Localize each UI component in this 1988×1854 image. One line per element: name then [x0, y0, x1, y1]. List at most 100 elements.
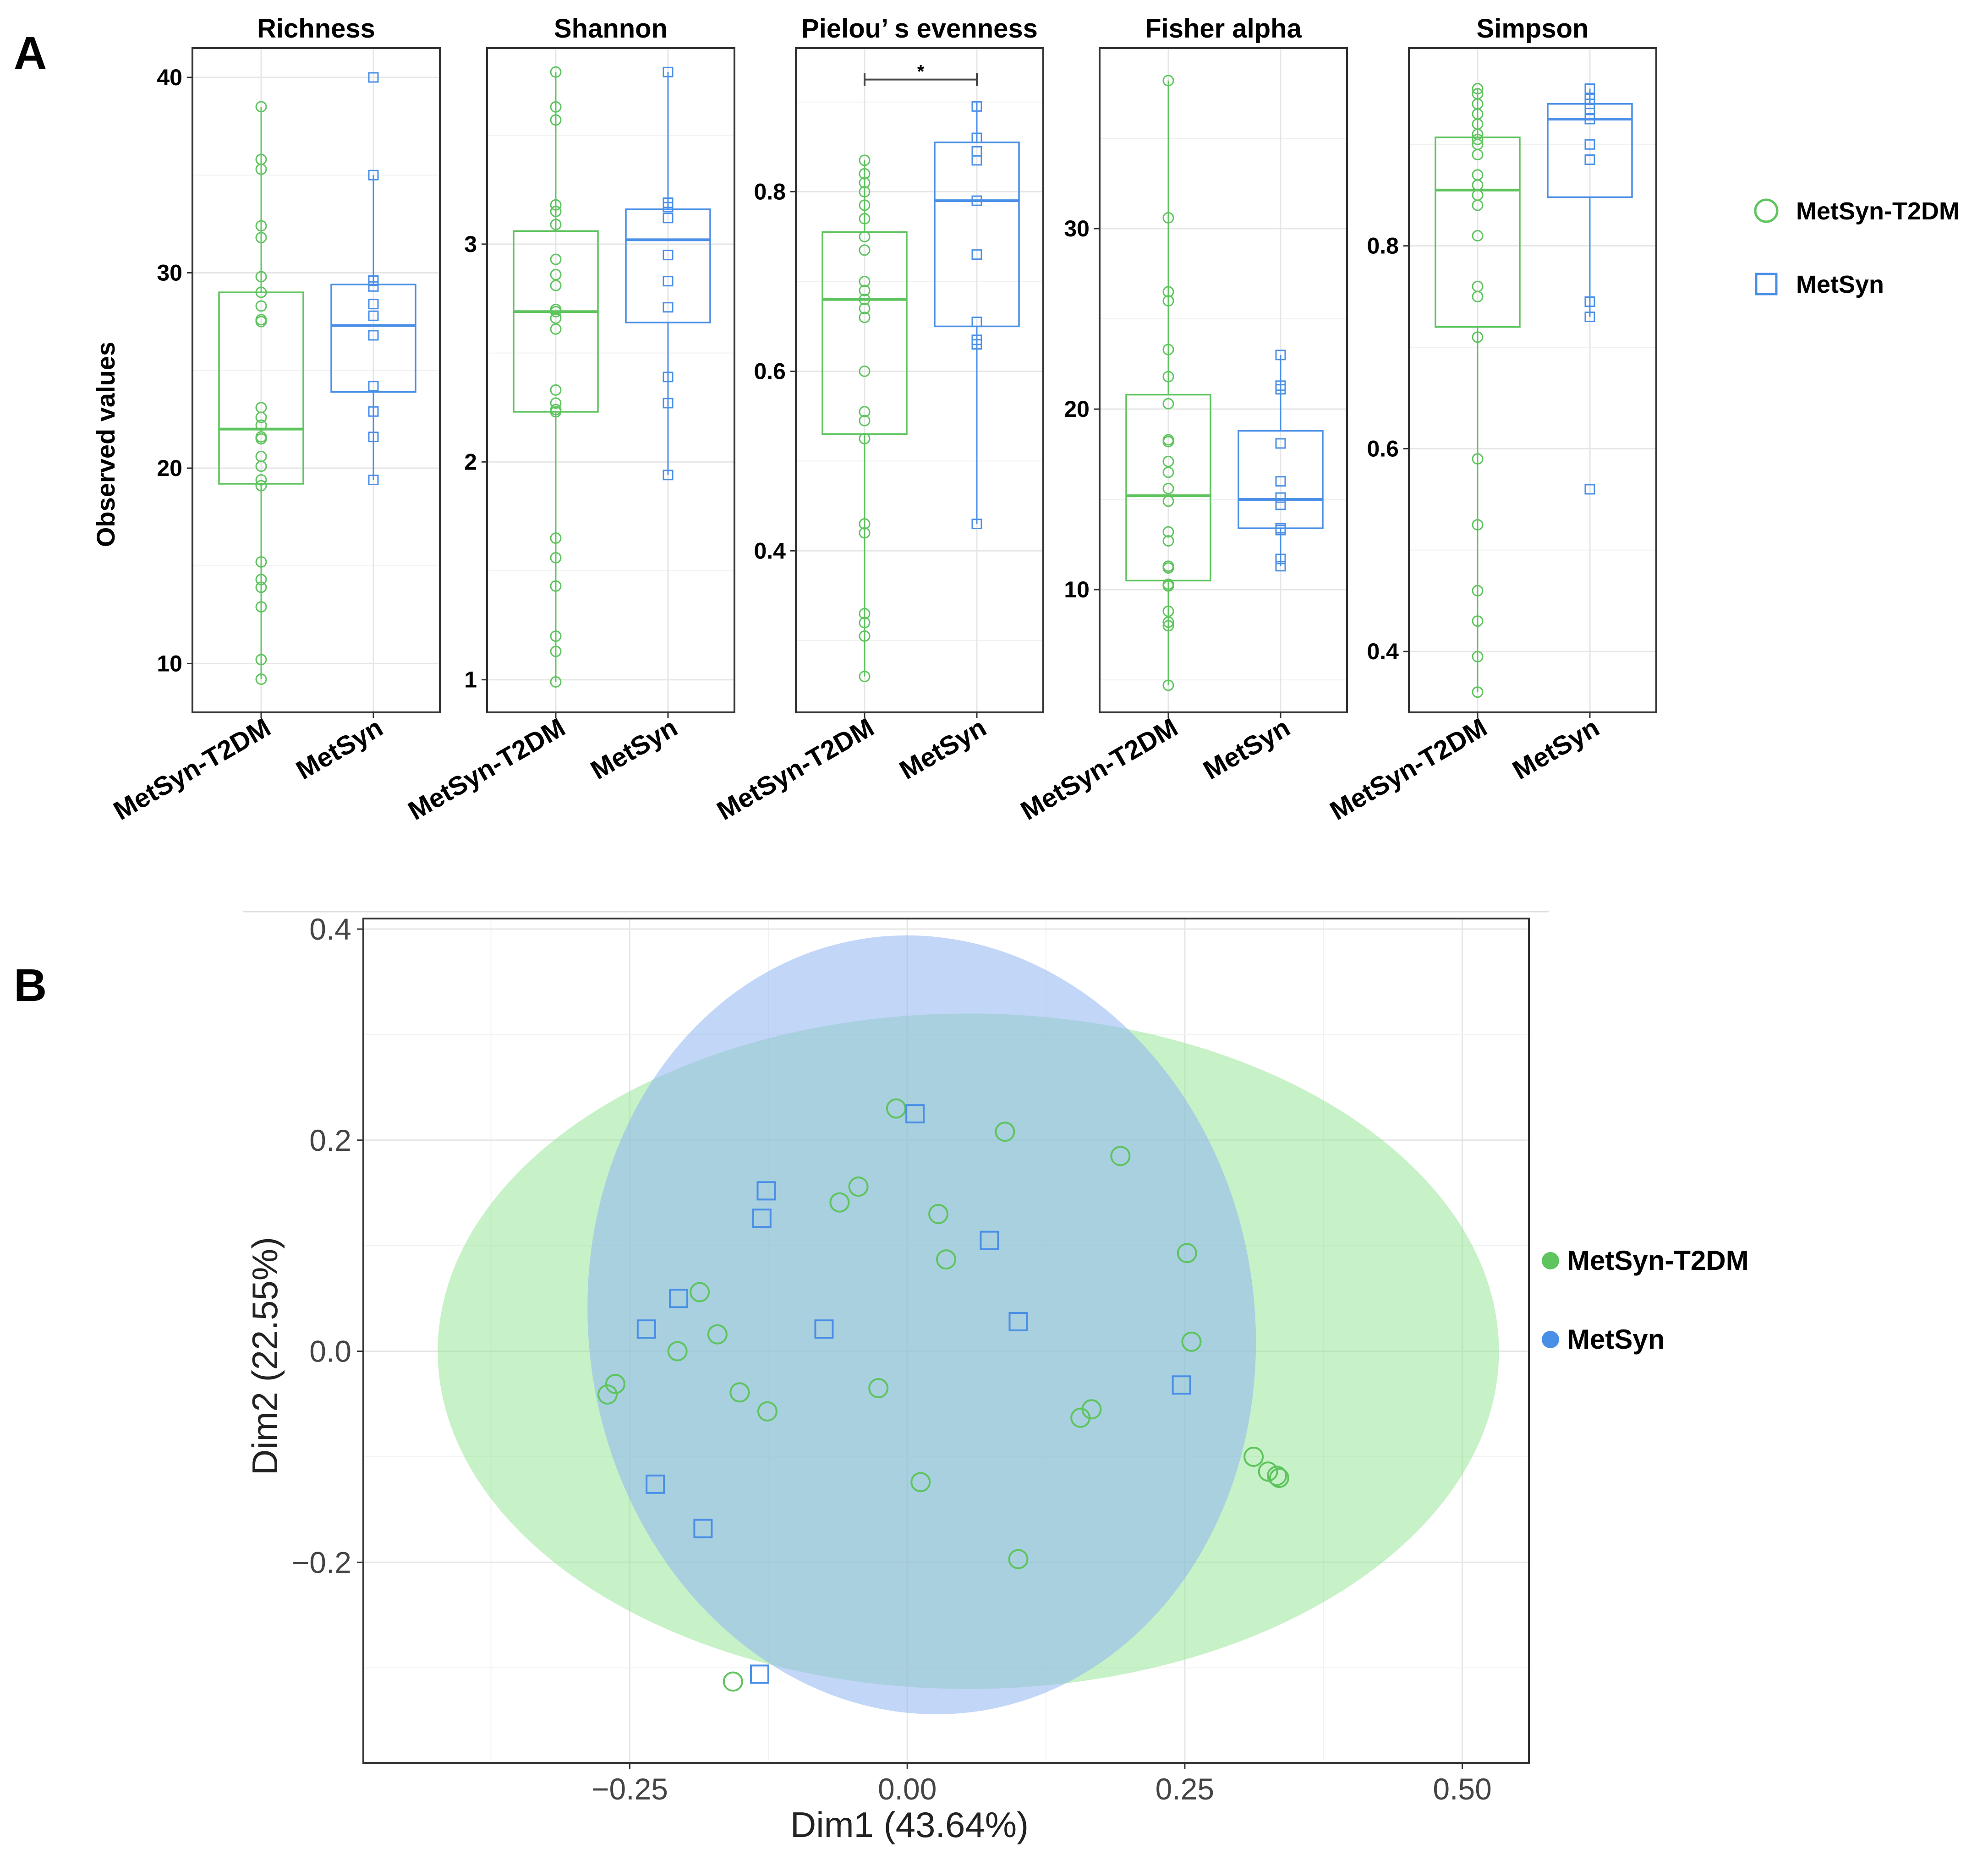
y-tick-label: 30	[157, 260, 182, 285]
panel-a-letter: A	[14, 27, 47, 79]
data-point	[368, 72, 379, 83]
data-point	[255, 480, 267, 492]
data-point	[663, 372, 674, 383]
data-point	[550, 199, 562, 211]
data-point	[1162, 295, 1174, 307]
legend-label: MetSyn-T2DM	[1567, 1245, 1749, 1276]
data-point	[368, 170, 379, 180]
pca-point-metsyn	[905, 1104, 925, 1124]
pca-point-metsyn-t2dm	[868, 1378, 889, 1399]
data-point	[1472, 585, 1484, 596]
data-point	[255, 316, 267, 328]
data-point	[550, 645, 562, 657]
pca-point-metsyn	[1008, 1312, 1028, 1332]
data-point	[1584, 114, 1595, 125]
data-point	[255, 300, 267, 312]
pca-point-metsyn	[752, 1209, 772, 1228]
data-point	[550, 323, 562, 335]
data-point	[255, 419, 267, 431]
significance-label: *	[917, 62, 925, 82]
plot-frame	[486, 47, 735, 713]
data-point	[255, 581, 267, 593]
pca-point-metsyn	[756, 1181, 776, 1201]
data-point	[255, 163, 267, 175]
data-point	[1275, 350, 1286, 361]
data-point	[550, 279, 562, 291]
plot-title-fisher-alpha: Fisher alpha	[1145, 14, 1302, 44]
pca-point-metsyn-t2dm	[605, 1373, 625, 1394]
y-tick-label: 2	[464, 449, 477, 475]
data-point	[1584, 154, 1595, 165]
plot-frame	[795, 47, 1044, 713]
data-point	[255, 460, 267, 472]
data-point	[1584, 104, 1595, 115]
data-point	[859, 294, 871, 306]
pca-point-metsyn	[1172, 1375, 1191, 1395]
legend-label: MetSyn	[1567, 1324, 1665, 1355]
data-point	[1162, 212, 1174, 224]
data-point	[859, 177, 871, 189]
plot-title-richness: Richness	[257, 14, 375, 44]
panel-b: B −0.25 0.00 0.25 0.50 −0.2 0.0 0.2 0.4 Dim1 (4…	[14, 911, 1749, 1845]
data-point	[859, 617, 871, 629]
data-point	[859, 284, 871, 296]
plot-frame	[192, 47, 441, 713]
data-point	[1584, 139, 1595, 150]
y-tick-label: 0.6	[754, 358, 786, 384]
data-point	[1275, 561, 1286, 572]
pca-y-axis-label: Dim2 (22.55%)	[245, 1237, 285, 1475]
plot-frame	[1099, 47, 1348, 713]
y-tick-label: 30	[1064, 216, 1090, 241]
data-point	[663, 213, 674, 224]
data-point	[550, 630, 562, 642]
data-point	[859, 415, 871, 427]
pca-point-metsyn-t2dm	[667, 1341, 688, 1362]
pca-point-metsyn-t2dm	[1181, 1331, 1202, 1352]
data-point	[550, 312, 562, 324]
plot-title-simpson: Simpson	[1477, 14, 1589, 44]
data-point	[255, 574, 267, 585]
data-point	[1162, 371, 1174, 383]
data-point	[1472, 83, 1484, 95]
data-point	[1275, 438, 1286, 449]
data-point	[550, 384, 562, 396]
data-point	[550, 268, 562, 280]
data-point	[368, 310, 379, 321]
data-point	[1162, 562, 1174, 574]
data-point	[859, 630, 871, 642]
data-point	[859, 199, 871, 211]
data-point	[550, 101, 562, 113]
data-point	[1162, 535, 1174, 547]
data-point	[1275, 525, 1286, 536]
data-point	[550, 552, 562, 563]
y-tick-label: 20	[157, 455, 182, 481]
pca-point-metsyn-t2dm	[707, 1324, 728, 1345]
pca-point-metsyn-t2dm	[886, 1098, 906, 1119]
x-tick-label: 0.25	[1156, 1772, 1214, 1806]
data-point	[1472, 519, 1484, 530]
data-point	[859, 154, 871, 166]
data-point	[971, 339, 982, 350]
y-tick-label: −0.2	[292, 1545, 351, 1579]
data-point	[663, 250, 674, 261]
data-point	[368, 432, 379, 443]
data-point	[663, 66, 674, 77]
data-point	[550, 676, 562, 688]
data-point	[1472, 199, 1484, 211]
data-point	[368, 275, 379, 286]
data-point	[550, 206, 562, 218]
data-point	[550, 580, 562, 592]
pca-point-metsyn-t2dm	[1008, 1549, 1029, 1570]
data-point	[550, 219, 562, 230]
data-point	[1162, 466, 1174, 478]
data-point	[971, 155, 982, 166]
data-point	[859, 671, 871, 683]
pca-point-metsyn-t2dm	[1267, 1466, 1287, 1486]
data-point	[368, 475, 379, 485]
data-point	[859, 302, 871, 314]
data-point	[550, 397, 562, 409]
data-point	[368, 299, 379, 310]
pca-point-metsyn	[669, 1289, 689, 1308]
data-point	[859, 607, 871, 619]
plot-title-shannon: Shannon	[554, 14, 668, 44]
